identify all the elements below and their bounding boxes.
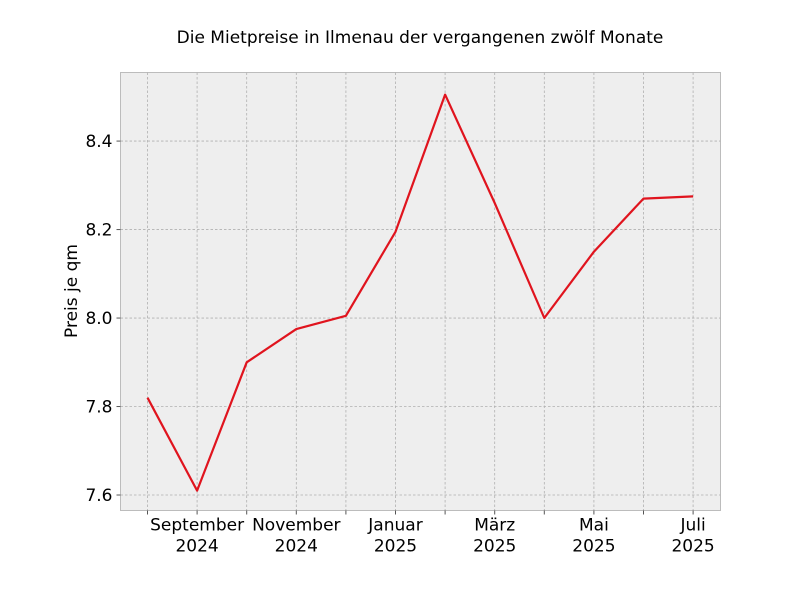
y-tick-label: 7.8 — [85, 398, 112, 418]
x-tick-label: Juli — [679, 516, 705, 536]
chart-title: Die Mietpreise in Ilmenau der vergangene… — [177, 28, 664, 48]
series-layer — [146, 93, 694, 492]
grid-lines — [120, 72, 721, 511]
x-tick-label: März — [474, 516, 515, 536]
plot-area — [120, 72, 721, 511]
x-tick-label: 2025 — [572, 537, 615, 557]
y-tick-label: 8.0 — [85, 309, 112, 329]
series-line — [146, 93, 694, 492]
x-tick-label: Mai — [579, 516, 609, 536]
x-tick-label: 2024 — [175, 537, 218, 557]
y-tick-label: 8.4 — [85, 132, 112, 152]
y-axis-label: Preis je qm — [62, 244, 82, 338]
x-tick-label: 2024 — [275, 537, 318, 557]
x-tick-label: November — [252, 516, 340, 536]
x-tick-label: 2025 — [374, 537, 417, 557]
x-tick-label: 2025 — [473, 537, 516, 557]
x-tick-label: Januar — [367, 516, 422, 536]
axis-ticks — [116, 140, 694, 515]
x-tick-label: September — [150, 516, 244, 536]
y-tick-label: 7.6 — [85, 486, 112, 506]
x-tick-label: 2025 — [671, 537, 714, 557]
y-tick-label: 8.2 — [85, 221, 112, 241]
tick-labels: 7.67.88.08.28.4September2024November2024… — [85, 132, 714, 556]
